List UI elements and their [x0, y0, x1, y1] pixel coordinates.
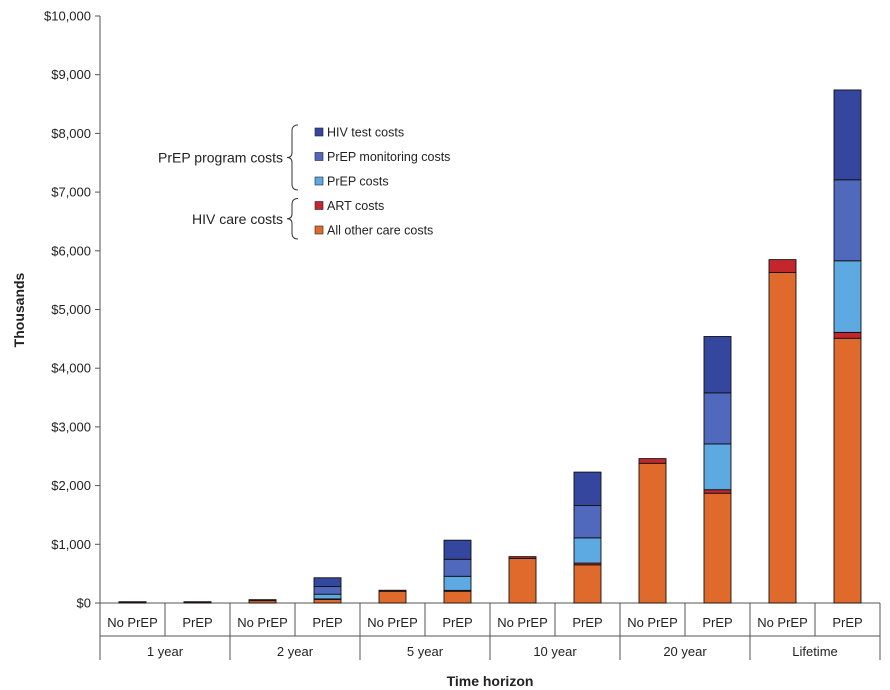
legend: HIV test costs PrEP monitoring costs PrEP …: [158, 124, 450, 240]
bar-segment-all-other-care-costs: [378, 590, 407, 604]
y-axis-title: Thousands: [11, 272, 27, 347]
bar-segment-hiv-test-costs: [833, 89, 862, 181]
legend-brace: [286, 124, 299, 191]
bar-segment-hiv-test-costs: [443, 539, 472, 560]
x-category-label: No PrEP: [627, 615, 678, 630]
bar-segment-prep-costs: [573, 537, 602, 564]
bar-segment-art-costs: [183, 601, 212, 604]
bar-segment-art-costs: [508, 556, 537, 559]
y-tick-label: $8,000: [51, 126, 91, 141]
bar-segment-prep-monitoring-costs: [313, 586, 342, 595]
x-category-label: PrEP: [312, 615, 342, 630]
x-category-label: No PrEP: [367, 615, 418, 630]
bar-segment-prep-costs: [833, 260, 862, 333]
bar-segment-all-other-care-costs: [443, 590, 472, 604]
bar-segment-all-other-care-costs: [508, 557, 537, 604]
bar-segment-hiv-test-costs: [313, 577, 342, 588]
bar-segment-hiv-test-costs: [573, 471, 602, 507]
x-group-label: 1 year: [147, 644, 184, 659]
legend-label: HIV test costs: [327, 126, 404, 140]
legend-swatch: [314, 176, 324, 186]
bar-segment-art-costs: [378, 589, 407, 592]
bar-segment-art-costs: [248, 599, 277, 602]
y-tick-label: $4,000: [51, 361, 91, 376]
y-tick-label: $3,000: [51, 419, 91, 434]
legend-swatch: [314, 225, 324, 235]
x-category-label: No PrEP: [757, 615, 808, 630]
bar-segment-art-costs: [833, 331, 862, 339]
bar-segment-prep-monitoring-costs: [573, 505, 602, 539]
x-group-label: 5 year: [407, 644, 444, 659]
x-category-label: PrEP: [442, 615, 472, 630]
x-category-label: PrEP: [832, 615, 862, 630]
y-tick-label: $9,000: [51, 67, 91, 82]
legend-label: PrEP monitoring costs: [327, 150, 450, 164]
bar-segment-prep-costs: [703, 443, 732, 491]
y-tick-label: $2,000: [51, 478, 91, 493]
x-group-label: 2 year: [277, 644, 314, 659]
x-category-label: PrEP: [572, 615, 602, 630]
legend-group-label: PrEP program costs: [158, 150, 283, 166]
x-group-label: Lifetime: [792, 644, 838, 659]
bar-segment-all-other-care-costs: [573, 564, 602, 604]
y-tick-label: $1,000: [51, 537, 91, 552]
x-category-label: No PrEP: [107, 615, 158, 630]
bar-segment-hiv-test-costs: [703, 336, 732, 394]
y-tick-label: $7,000: [51, 185, 91, 200]
bar-segment-all-other-care-costs: [833, 337, 862, 604]
bar-segment-art-costs: [768, 259, 797, 273]
bar-segment-prep-monitoring-costs: [443, 558, 472, 577]
bar-segment-all-other-care-costs: [638, 462, 667, 604]
x-category-label: PrEP: [702, 615, 732, 630]
legend-label: ART costs: [327, 199, 384, 213]
bar-segment-art-costs: [703, 489, 732, 494]
bar-segment-art-costs: [638, 458, 667, 464]
y-tick-label: $5,000: [51, 302, 91, 317]
bar-segment-prep-costs: [443, 575, 472, 591]
x-axis-title: Time horizon: [447, 673, 534, 689]
y-tick-label: $0: [77, 596, 91, 611]
x-category-label: PrEP: [182, 615, 212, 630]
bar-segment-all-other-care-costs: [768, 272, 797, 604]
y-tick-label: $6,000: [51, 243, 91, 258]
plot-area: $0 $1,000 $2,000 $3,000 $4,000 $5,000 $6,000 $7…: [44, 9, 881, 660]
bar-segment-all-other-care-costs: [703, 492, 732, 604]
legend-swatch: [314, 127, 324, 137]
bar-segment-art-costs: [118, 601, 147, 604]
x-group-label: 20 year: [663, 644, 707, 659]
x-category-label: No PrEP: [237, 615, 288, 630]
y-tick-label: $10,000: [44, 9, 91, 24]
bar-segment-prep-costs: [313, 593, 342, 600]
bar-segment-all-other-care-costs: [313, 599, 342, 604]
legend-label: PrEP costs: [327, 175, 389, 189]
legend-brace: [286, 198, 299, 240]
x-category-label: No PrEP: [497, 615, 548, 630]
legend-group-label: HIV care costs: [192, 211, 283, 227]
bar-segment-prep-monitoring-costs: [833, 179, 862, 262]
legend-swatch: [314, 201, 324, 210]
legend-label: All other care costs: [327, 224, 433, 238]
legend-swatch: [314, 152, 324, 161]
bar-segment-prep-monitoring-costs: [703, 392, 732, 445]
x-group-label: 10 year: [533, 644, 577, 659]
